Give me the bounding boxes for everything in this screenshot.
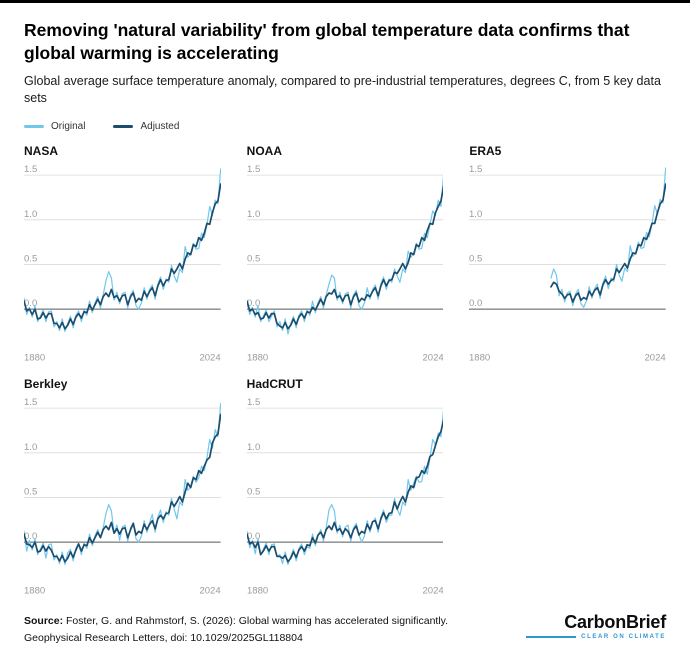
y-tick-label: 1.5	[24, 397, 37, 408]
x-tick-label: 2024	[422, 353, 443, 363]
y-tick-label: 1.5	[24, 164, 37, 175]
legend-label-original: Original	[51, 120, 86, 132]
y-tick-label: 1.5	[247, 164, 260, 175]
page-title: Removing 'natural variability' from glob…	[24, 20, 630, 64]
chart-canvas: 1.5 1.0 0.5 0.0 1880 2024	[24, 397, 221, 595]
x-tick-label: 2024	[199, 585, 220, 595]
original-line	[24, 168, 221, 332]
x-tick-label: 1880	[247, 353, 268, 363]
y-tick-label: 1.0	[247, 209, 260, 220]
y-tick-label: 0.5	[24, 253, 37, 264]
y-tick-label: 0.0	[247, 531, 260, 542]
y-tick-label: 0.0	[24, 298, 37, 309]
chart-panel-title: ERA5	[469, 143, 502, 158]
x-tick-label: 1880	[24, 585, 45, 595]
chart-subtitle: Global average surface temperature anoma…	[24, 74, 661, 106]
x-tick-label: 1880	[469, 353, 490, 363]
y-tick-label: 1.5	[247, 397, 260, 408]
adjusted-line	[246, 184, 444, 330]
chart-canvas: 1.5 1.0 0.5 0.0 1880 2024	[24, 164, 221, 363]
logo-wordmark: CarbonBrief	[564, 612, 666, 633]
chart-panel-nasa: NASA 1.5 1.0 0.5 0.0 1880 2024	[24, 144, 221, 363]
chart-canvas: 1.5 1.0 0.5 0.0 1880 2024	[246, 164, 444, 363]
logo-tagline: CLEAR ON CLIMATE	[581, 634, 666, 641]
y-tick-label: 1.0	[247, 441, 260, 452]
x-tick-label: 1880	[24, 353, 45, 363]
adjusted-line	[24, 413, 221, 563]
chart-canvas: 1.5 1.0 0.5 0.0 1880 2024	[246, 397, 444, 595]
chart-legend: Original Adjusted	[24, 121, 666, 132]
y-tick-label: 1.5	[469, 164, 482, 175]
chart-panel-title: NASA	[24, 143, 59, 158]
x-tick-label: 2024	[422, 585, 443, 595]
logo-tagline-row: CLEAR ON CLIMATE	[526, 634, 666, 640]
chart-panel-berkley: Berkley 1.5 1.0 0.5 0.0 1880 2024	[24, 377, 221, 596]
y-tick-label: 0.5	[469, 253, 482, 264]
source-note: Source: Foster, G. and Rahmstorf, S. (20…	[24, 613, 504, 646]
chart-panel-title: Berkley	[24, 376, 68, 391]
carbonbrief-logo: CarbonBrief CLEAR ON CLIMATE	[526, 613, 666, 640]
chart-panel-title: HadCRUT	[246, 376, 303, 391]
source-text: Foster, G. and Rahmstorf, S. (2026): Glo…	[24, 615, 449, 644]
y-tick-label: 0.0	[469, 298, 482, 309]
chart-canvas: 1.5 1.0 0.5 0.0 1880 2024	[469, 164, 666, 363]
x-tick-label: 2024	[199, 353, 220, 363]
chart-panel-hadcrut: HadCRUT 1.5 1.0 0.5 0.0 1880 2024	[246, 376, 444, 595]
y-tick-label: 0.0	[247, 298, 260, 309]
y-tick-label: 0.5	[24, 486, 37, 497]
y-tick-label: 0.5	[247, 486, 260, 497]
legend-label-adjusted: Adjusted	[140, 120, 180, 132]
chart-page: Removing 'natural variability' from glob…	[0, 3, 690, 660]
chart-footer: Source: Foster, G. and Rahmstorf, S. (20…	[24, 613, 666, 646]
original-line	[246, 407, 444, 565]
original-line	[24, 402, 221, 565]
y-tick-label: 1.0	[24, 441, 37, 452]
original-line	[246, 172, 444, 335]
source-label: Source:	[24, 615, 64, 628]
original-line-swatch	[24, 124, 44, 128]
adjusted-line	[24, 183, 221, 330]
y-tick-label: 1.0	[469, 209, 482, 220]
legend-item-adjusted: Adjusted	[113, 121, 179, 132]
adjusted-line	[246, 418, 444, 563]
chart-panel-era5: ERA5 1.5 1.0 0.5 0.0 1880 2024	[469, 144, 666, 363]
top-accent-bar	[0, 0, 690, 3]
charts-grid: NASA 1.5 1.0 0.5 0.0 1880 2024 NOAA 1.5 1.0 0.5 0.0…	[24, 144, 666, 595]
original-line	[550, 167, 666, 308]
y-tick-label: 1.0	[24, 209, 37, 220]
logo-rule	[526, 636, 577, 639]
x-tick-label: 2024	[645, 353, 666, 363]
y-tick-label: 0.5	[247, 253, 260, 264]
y-tick-label: 0.0	[24, 531, 37, 542]
legend-item-original: Original	[24, 121, 85, 132]
adjusted-line-swatch	[113, 124, 134, 128]
chart-panel-noaa: NOAA 1.5 1.0 0.5 0.0 1880 2024	[246, 143, 444, 363]
x-tick-label: 1880	[247, 585, 268, 595]
chart-panel-title: NOAA	[246, 143, 282, 158]
adjusted-line	[550, 183, 666, 303]
